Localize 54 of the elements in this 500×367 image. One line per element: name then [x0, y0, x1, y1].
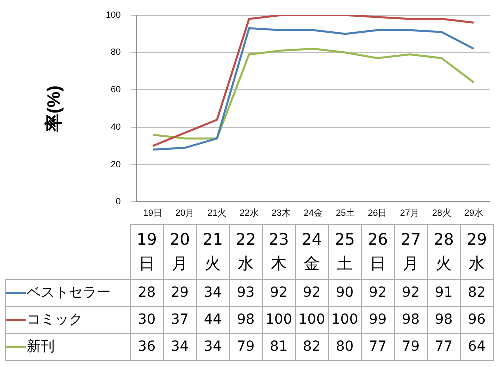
x-tick-label: 22水 — [240, 208, 259, 218]
data-label: 81 — [262, 334, 296, 360]
x-tick-label: 21火 — [208, 208, 227, 218]
y-tick-label: 40 — [110, 122, 121, 132]
x-tick-label: 25土 — [336, 208, 356, 218]
data-label: 34 — [164, 334, 196, 360]
x-tick-label: 19日 — [144, 208, 163, 218]
data-label: 34 — [196, 280, 230, 306]
data-label: 92 — [262, 280, 296, 306]
data-label: 99 — [362, 306, 394, 334]
data-label: 98 — [230, 306, 262, 334]
data-label: 29 — [164, 280, 196, 306]
data-label: 82 — [296, 334, 328, 360]
data-label: 34 — [196, 334, 230, 360]
data-label: 100 — [328, 306, 362, 334]
data-label: 91 — [428, 280, 460, 306]
data-label: 98 — [394, 306, 428, 334]
legend-label: ベストセラー — [6, 280, 130, 306]
x-tick-label: 26日 — [368, 208, 388, 218]
data-label: 92 — [362, 280, 394, 306]
x-tick-label: 28火 — [432, 208, 452, 218]
data-label: 28 — [130, 280, 164, 306]
data-label: 96 — [460, 306, 494, 334]
y-axis-title: 率(%) — [44, 86, 64, 133]
data-label: 64 — [460, 334, 494, 360]
data-label: 93 — [230, 280, 262, 306]
legend-label: 新刊 — [6, 334, 130, 360]
data-label: 98 — [428, 306, 460, 334]
y-tick-label: 0 — [116, 196, 121, 207]
data-label: 82 — [460, 280, 494, 306]
data-label: 80 — [328, 334, 362, 360]
y-tick-label: 100 — [106, 10, 121, 20]
y-tick-label: 20 — [110, 159, 121, 170]
data-label: 100 — [296, 306, 328, 334]
x-tick-label: 27月 — [400, 208, 420, 218]
data-label: 44 — [196, 306, 230, 334]
data-label: 30 — [130, 306, 164, 334]
data-label: 36 — [130, 334, 164, 360]
data-label: 79 — [230, 334, 262, 360]
data-label: 92 — [296, 280, 328, 306]
data-label: 77 — [428, 334, 460, 360]
data-label: 100 — [262, 306, 296, 334]
legend-label: コミック — [6, 306, 130, 334]
x-tick-label: 29水 — [464, 208, 484, 218]
y-tick-label: 80 — [110, 47, 121, 58]
x-tick-label: 20月 — [176, 208, 195, 218]
y-tick-label: 60 — [110, 84, 121, 95]
data-label: 37 — [164, 306, 196, 334]
x-tick-label: 23木 — [272, 208, 291, 218]
data-label: 77 — [362, 334, 394, 360]
x-tick-label: 24金 — [304, 208, 324, 218]
data-label: 92 — [394, 280, 428, 306]
data-label: 79 — [394, 334, 428, 360]
data-label: 90 — [328, 280, 362, 306]
